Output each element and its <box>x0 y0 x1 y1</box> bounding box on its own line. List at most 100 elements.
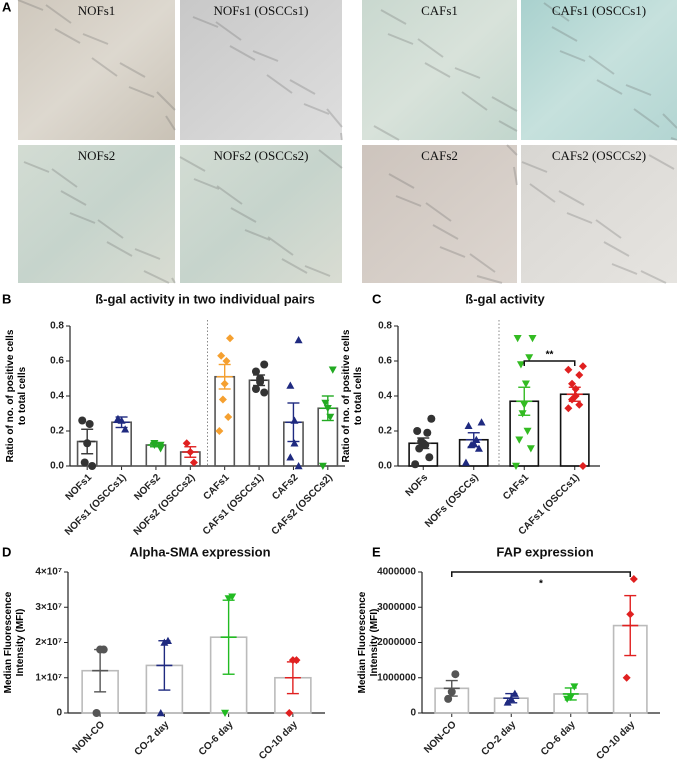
y-tick-label: 0.8 <box>378 321 392 332</box>
x-tick-label: CAFs1 <box>201 472 231 502</box>
data-point <box>521 380 530 388</box>
x-tick-label: CO-10 day <box>257 719 300 762</box>
data-point <box>515 436 524 444</box>
data-point <box>189 458 198 467</box>
data-point <box>222 357 231 365</box>
cell-shape <box>193 178 220 190</box>
cell-shape <box>380 9 407 25</box>
y-tick-label: 0.0 <box>50 461 64 472</box>
cell-shape <box>216 185 243 205</box>
data-point <box>568 379 577 388</box>
bar <box>214 375 236 467</box>
image-label: NOFs1 <box>78 3 116 18</box>
cell-shape <box>551 26 578 42</box>
cell-shape <box>192 16 219 28</box>
data-point <box>413 427 422 435</box>
significance-bracket <box>523 360 576 366</box>
data-point <box>323 405 332 413</box>
y-tick-label: 2×10⁷ <box>35 637 62 648</box>
chart-title: ß-gal activity <box>465 291 545 306</box>
chart-title: ß-gal activity in two individual pairs <box>95 291 315 306</box>
cell-shape <box>558 190 585 206</box>
image-label: NOFs1 (OSCCs1) <box>214 3 309 18</box>
data-point <box>160 638 169 646</box>
data-point <box>451 670 460 679</box>
data-point <box>260 388 269 397</box>
cell-shape <box>165 115 176 131</box>
cell-shape <box>566 212 593 224</box>
panel-label: C <box>372 291 382 306</box>
data-point <box>523 427 532 435</box>
cell-shape <box>304 265 331 277</box>
cell-shape <box>45 4 72 24</box>
panel-label: D <box>2 544 11 559</box>
x-tick-label: NOFs1 (OSCCs1) <box>63 472 129 538</box>
micrograph <box>180 145 342 283</box>
cell-shape <box>69 212 96 224</box>
x-tick-label: CO-2 day <box>133 719 172 758</box>
cell-shape <box>513 166 518 186</box>
y-axis-label-line: to total cells <box>353 366 364 425</box>
cell-shape <box>156 91 176 111</box>
data-point <box>464 421 473 429</box>
data-point <box>286 381 295 389</box>
data-point <box>564 404 573 413</box>
significance-mark: ** <box>546 350 554 361</box>
data-point <box>294 462 303 470</box>
y-axis-label-line: Ratio of no. of positive cells <box>5 329 16 462</box>
data-point <box>85 420 94 428</box>
data-point <box>121 425 130 433</box>
image-label: NOFs2 (OSCCs2) <box>214 148 309 163</box>
cell-shape <box>318 149 343 169</box>
cell-shape <box>498 120 518 132</box>
data-point <box>285 709 294 717</box>
cell-shape <box>432 224 459 240</box>
data-point <box>182 439 191 448</box>
y-axis-label-line: Median Fluorescence <box>357 591 368 693</box>
data-point <box>425 453 434 462</box>
y-tick-label: 0.6 <box>50 356 64 367</box>
data-point <box>423 428 432 437</box>
data-point <box>321 399 330 407</box>
panel-label: A <box>2 0 12 14</box>
cell-shape <box>303 103 330 115</box>
cell-shape <box>266 74 293 94</box>
data-point <box>575 400 584 409</box>
data-point <box>507 694 516 703</box>
micrograph <box>180 0 342 140</box>
y-tick-label: 0.2 <box>50 426 64 437</box>
x-tick-label: CO-10 day <box>594 719 637 762</box>
cell-shape <box>506 144 518 156</box>
data-point <box>294 336 303 344</box>
y-axis-label: Ratio of no. of positive cellsto total c… <box>5 329 28 462</box>
x-tick-label: NOFs2 (OSCCs2) <box>132 472 198 538</box>
data-point <box>251 367 260 376</box>
x-tick-label: NOFs <box>404 472 431 499</box>
data-point <box>518 410 527 418</box>
data-point <box>156 441 165 449</box>
cell-shape <box>648 154 675 170</box>
cell-shape <box>529 183 556 203</box>
cell-shape <box>596 79 623 95</box>
cell-shape <box>281 258 308 274</box>
cell-shape <box>424 62 451 78</box>
data-point <box>328 366 337 374</box>
data-point <box>564 365 573 374</box>
micrograph <box>18 0 175 140</box>
cell-shape <box>439 246 466 258</box>
data-point <box>528 335 537 343</box>
cell-shape <box>60 190 87 206</box>
y-tick-label: 0.4 <box>50 391 64 402</box>
cell-shape <box>179 156 206 172</box>
data-point <box>421 441 430 449</box>
cell-shape <box>229 45 256 61</box>
cell-shape <box>289 79 316 95</box>
bar <box>559 393 590 467</box>
cell-shape <box>23 161 50 173</box>
image-label: CAFs1 (OSCCs1) <box>552 3 646 18</box>
cell-shape <box>267 236 294 256</box>
data-point <box>626 610 635 619</box>
cell-shape <box>54 28 81 44</box>
